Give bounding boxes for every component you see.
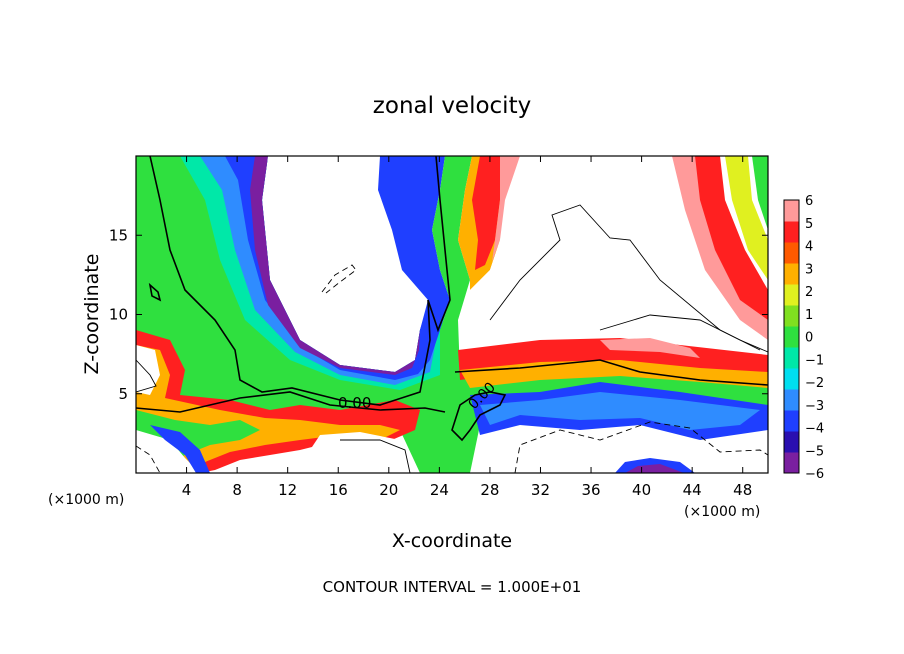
negative-contours (136, 264, 768, 473)
zero-contour-left (149, 156, 451, 406)
right-yellow-band (725, 156, 768, 280)
colorbar-tick-label: 2 (805, 285, 813, 300)
positive-contours (136, 204, 768, 473)
x-unit-label-left: (×1000 m) (48, 492, 124, 508)
colorbar-swatch (784, 221, 799, 243)
zero-contour-lower (136, 391, 446, 413)
x-tick-label: 8 (232, 481, 242, 499)
zero-contour-mid (454, 359, 768, 386)
left-bottom-white (136, 430, 200, 473)
x-tick-label: 4 (182, 481, 192, 499)
mid-lower-white (300, 432, 410, 473)
colorbar-tick-label: −6 (805, 467, 824, 482)
colorbar: 6 5 4 3 2 1 0 −1 −2 −3 −4 −5 −6 (783, 194, 824, 482)
y-tick-label: 10 (109, 306, 128, 324)
positive-contour-1 (489, 204, 761, 351)
x-axis-title: X-coordinate (392, 530, 512, 552)
colorbar-tick-label: −4 (805, 422, 824, 437)
colorbar-swatch (784, 284, 799, 306)
colorbar-tick-label: −5 (805, 444, 824, 459)
negative-contour-3 (136, 445, 161, 473)
contour-label: 0.00 (338, 394, 371, 412)
positive-contour-4 (340, 439, 411, 473)
positive-contour-2 (599, 314, 768, 353)
y-tick-label: 15 (109, 226, 128, 244)
lower-lightblue-layer (480, 392, 760, 430)
colorbar-swatch (784, 452, 799, 474)
colorbar-tick-label: 3 (805, 262, 813, 277)
x-tick-label: 32 (531, 481, 550, 499)
x-tick-label: 20 (379, 481, 398, 499)
right-red-band (695, 156, 768, 320)
colorbar-swatch (784, 431, 799, 453)
colorbar-tick-label: 6 (805, 194, 813, 209)
negative-contour-1 (321, 264, 357, 294)
colorbar-tick-label: 1 (805, 308, 813, 323)
y-tick-label: 5 (118, 385, 128, 403)
colorbar-swatch (784, 263, 799, 285)
y-axis: 5 10 15 (109, 226, 768, 403)
x-tick-label: 48 (733, 481, 752, 499)
bottom-purple-bump (625, 464, 684, 473)
colorbar-swatch (784, 305, 799, 327)
mid-blue-column (378, 156, 450, 374)
colorbar-swatch (784, 410, 799, 432)
zero-contour-loop (451, 391, 507, 442)
colorbar-swatch (784, 347, 799, 369)
zero-contour-small (148, 282, 162, 302)
mid-green-column (432, 156, 472, 375)
colorbar-tick-label: 0 (805, 331, 813, 346)
left-bottom-blue (150, 425, 210, 473)
colorbar-tick-label: −2 (805, 376, 824, 391)
colorbar-swatch (784, 368, 799, 390)
x-tick-label: 24 (430, 481, 449, 499)
x-tick-label: 40 (632, 481, 651, 499)
colorbar-swatch (784, 389, 799, 411)
negative-contour-2 (514, 421, 768, 473)
chart-title: zonal velocity (373, 93, 531, 119)
contour-interval-note: CONTOUR INTERVAL = 1.000E+01 (323, 578, 582, 596)
mid-pink-layer (600, 338, 700, 358)
colorbar-tick-label: −3 (805, 399, 824, 414)
x-tick-label: 36 (581, 481, 600, 499)
colorbar-swatch (784, 200, 799, 222)
x-axis: 4 8 12 16 20 24 28 32 36 40 44 48 (182, 156, 752, 499)
colorbar-frame (783, 199, 800, 474)
x-tick-label: 28 (480, 481, 499, 499)
x-unit-label-right: (×1000 m) (684, 504, 760, 520)
right-green-band (752, 156, 768, 230)
zero-contours (136, 156, 768, 442)
colorbar-swatch (784, 326, 799, 348)
positive-contour-3 (136, 359, 157, 393)
x-tick-label: 12 (278, 481, 297, 499)
colorbar-tick-label: 4 (805, 240, 813, 255)
left-white-core (265, 156, 428, 360)
field-layer: 0.00 0.00 (136, 156, 768, 473)
x-tick-label: 16 (329, 481, 348, 499)
y-axis-title: Z-coordinate (81, 254, 103, 375)
lower-white-region (470, 430, 768, 473)
x-tick-label: 44 (683, 481, 702, 499)
colorbar-tick-label: −1 (805, 353, 824, 368)
colorbar-tick-label: 5 (805, 217, 813, 232)
colorbar-swatch (784, 242, 799, 264)
